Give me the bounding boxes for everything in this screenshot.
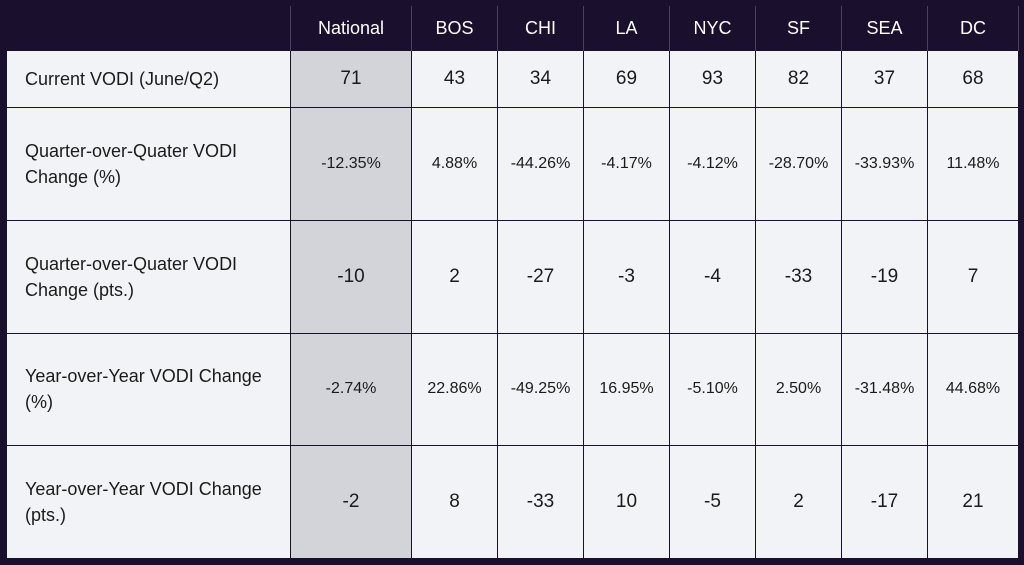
city-value-cell: -3 — [583, 220, 670, 334]
col-header-nyc: NYC — [669, 6, 756, 51]
city-value-cell: -4.17% — [583, 107, 670, 222]
city-value-cell: -4.12% — [669, 107, 756, 222]
national-value-cell: -2 — [290, 445, 412, 559]
city-value-cell: -5.10% — [669, 332, 756, 447]
table-row: Year-over-Year VODI Change (pts.) -2 8 -33 1… — [6, 445, 1019, 559]
city-value-cell: 8 — [411, 445, 498, 559]
city-value-cell: -31.48% — [841, 332, 928, 447]
national-value-cell: 71 — [290, 49, 412, 109]
row-label: Quarter-over-Quater VODI Change (%) — [6, 107, 291, 222]
city-value-cell: 10 — [583, 445, 670, 559]
vodi-table: National BOS CHI LA NYC SF SEA DC Curren… — [6, 6, 1019, 559]
national-value-cell: -12.35% — [290, 107, 412, 222]
city-value-cell: 82 — [755, 49, 842, 109]
city-value-cell: 2 — [411, 220, 498, 334]
row-label: Year-over-Year VODI Change (%) — [6, 332, 291, 447]
col-header-sf: SF — [755, 6, 842, 51]
city-value-cell: 7 — [927, 220, 1019, 334]
col-header-bos: BOS — [411, 6, 498, 51]
header-corner — [6, 6, 291, 51]
city-value-cell: 2 — [755, 445, 842, 559]
city-value-cell: 21 — [927, 445, 1019, 559]
city-value-cell: 2.50% — [755, 332, 842, 447]
city-value-cell: 4.88% — [411, 107, 498, 222]
col-header-national: National — [290, 6, 412, 51]
city-value-cell: -5 — [669, 445, 756, 559]
col-header-la: LA — [583, 6, 670, 51]
city-value-cell: -44.26% — [497, 107, 584, 222]
city-value-cell: 69 — [583, 49, 670, 109]
table-row: Year-over-Year VODI Change (%) -2.74% 22.8… — [6, 332, 1019, 447]
row-label: Current VODI (June/Q2) — [6, 49, 291, 109]
table-body: Current VODI (June/Q2) 71 43 34 69 93 82 37 68 Qu… — [6, 49, 1019, 559]
city-value-cell: 44.68% — [927, 332, 1019, 447]
national-value-cell: -10 — [290, 220, 412, 334]
city-value-cell: -49.25% — [497, 332, 584, 447]
col-header-sea: SEA — [841, 6, 928, 51]
city-value-cell: -19 — [841, 220, 928, 334]
row-label: Year-over-Year VODI Change (pts.) — [6, 445, 291, 559]
city-value-cell: -33 — [497, 445, 584, 559]
city-value-cell: -33.93% — [841, 107, 928, 222]
col-header-dc: DC — [927, 6, 1019, 51]
header-row: National BOS CHI LA NYC SF SEA DC — [6, 6, 1019, 51]
city-value-cell: -17 — [841, 445, 928, 559]
city-value-cell: -33 — [755, 220, 842, 334]
table-row: Quarter-over-Quater VODI Change (pts.) -1… — [6, 220, 1019, 334]
city-value-cell: 37 — [841, 49, 928, 109]
city-value-cell: 16.95% — [583, 332, 670, 447]
table-row: Current VODI (June/Q2) 71 43 34 69 93 82 37 68 — [6, 49, 1019, 109]
table-row: Quarter-over-Quater VODI Change (%) -12.3… — [6, 107, 1019, 222]
row-label: Quarter-over-Quater VODI Change (pts.) — [6, 220, 291, 334]
city-value-cell: 22.86% — [411, 332, 498, 447]
city-value-cell: 43 — [411, 49, 498, 109]
city-value-cell: 93 — [669, 49, 756, 109]
col-header-chi: CHI — [497, 6, 584, 51]
city-value-cell: 11.48% — [927, 107, 1019, 222]
national-value-cell: -2.74% — [290, 332, 412, 447]
city-value-cell: -4 — [669, 220, 756, 334]
city-value-cell: 68 — [927, 49, 1019, 109]
city-value-cell: 34 — [497, 49, 584, 109]
city-value-cell: -27 — [497, 220, 584, 334]
city-value-cell: -28.70% — [755, 107, 842, 222]
